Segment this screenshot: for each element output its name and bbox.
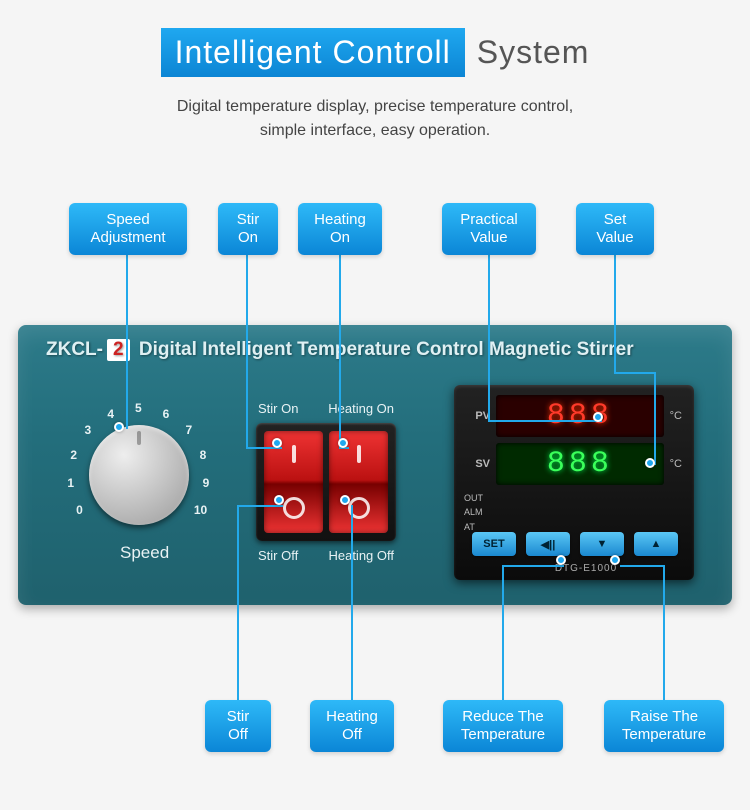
leader-line — [488, 420, 602, 422]
subtitle-line2: simple interface, easy operation. — [0, 119, 750, 143]
sv-label: SV — [466, 458, 490, 470]
leader-line — [246, 252, 248, 447]
label-stir-off: Stir Off — [258, 548, 298, 563]
annotation-dot — [340, 495, 350, 505]
callout-practical-value: PracticalValue — [442, 203, 536, 255]
knob-tick: 9 — [203, 476, 210, 490]
knob-tick: 1 — [67, 476, 74, 490]
leader-line — [488, 252, 490, 420]
annotation-dot — [610, 555, 620, 565]
callout-reduce-temp: Reduce TheTemperature — [443, 700, 563, 752]
leader-line — [614, 372, 654, 374]
header: Intelligent Controll System Digital temp… — [0, 0, 750, 143]
pv-label: PV — [466, 410, 490, 422]
knob-tick: 4 — [107, 407, 114, 421]
annotation-dot — [338, 438, 348, 448]
leader-line — [237, 505, 239, 700]
knob-tick: 5 — [135, 401, 142, 415]
callout-speed-adj: SpeedAdjustment — [69, 203, 187, 255]
subtitle-line1: Digital temperature display, precise tem… — [0, 95, 750, 119]
indicator-labels: OUT ALM AT — [464, 491, 483, 534]
speed-label: Speed — [120, 543, 169, 563]
leader-line — [654, 372, 656, 465]
label-stir-on: Stir On — [258, 401, 298, 416]
heating-switch[interactable] — [329, 431, 388, 533]
knob-tick: 2 — [70, 448, 77, 462]
leader-line — [663, 565, 665, 700]
callout-stir-on: StirOn — [218, 203, 278, 255]
leader-line — [237, 505, 283, 507]
callout-heating-off: HeatingOff — [310, 700, 394, 752]
set-button[interactable]: SET — [472, 532, 516, 556]
brand-prefix: ZKCL- — [46, 339, 103, 360]
knob-tick: 7 — [186, 423, 193, 437]
callout-heating-on: HeatingOn — [298, 203, 382, 255]
annotation-dot — [274, 495, 284, 505]
label-heating-off: Heating Off — [328, 548, 394, 563]
leader-line — [126, 252, 128, 429]
shift-button[interactable]: ◀|| — [526, 532, 570, 556]
title-highlight: Intelligent Controll — [161, 28, 465, 77]
pv-display: 888 — [496, 395, 664, 437]
down-button[interactable]: ▼ — [580, 532, 624, 556]
speed-knob-area: Speed 012345678910 — [54, 385, 224, 595]
switch-block: Stir On Heating On Stir Off Heating Off — [256, 407, 396, 557]
leader-line — [620, 565, 665, 567]
leader-line — [502, 565, 564, 567]
sv-display: 888 — [496, 443, 664, 485]
annotation-dot — [645, 458, 655, 468]
leader-line — [351, 505, 353, 700]
up-button[interactable]: ▲ — [634, 532, 678, 556]
subtitle: Digital temperature display, precise tem… — [0, 95, 750, 143]
callout-stir-off: StirOff — [205, 700, 271, 752]
knob-tick: 8 — [200, 448, 207, 462]
knob-tick: 6 — [163, 407, 170, 421]
annotation-dot — [556, 555, 566, 565]
temperature-controller: PV 888 °C SV 888 °C OUT ALM AT SET ◀|| ▼… — [454, 385, 694, 580]
callout-set-value: SetValue — [576, 203, 654, 255]
annotation-dot — [272, 438, 282, 448]
leader-line — [339, 252, 341, 441]
callout-raise-temp: Raise TheTemperature — [604, 700, 724, 752]
leader-line — [502, 565, 504, 700]
sv-unit: °C — [670, 458, 682, 470]
annotation-dot — [593, 412, 603, 422]
knob-tick: 3 — [84, 423, 91, 437]
title-plain: System — [477, 34, 590, 71]
product-name: Digital Intelligent Temperature Control … — [139, 339, 634, 360]
controller-buttons: SET ◀|| ▼ ▲ — [472, 532, 678, 556]
knob-tick: 10 — [194, 503, 207, 517]
leader-line — [614, 252, 616, 372]
pv-unit: °C — [670, 410, 682, 422]
speed-knob[interactable] — [89, 425, 189, 525]
annotation-dot — [114, 422, 124, 432]
knob-tick: 0 — [76, 503, 83, 517]
